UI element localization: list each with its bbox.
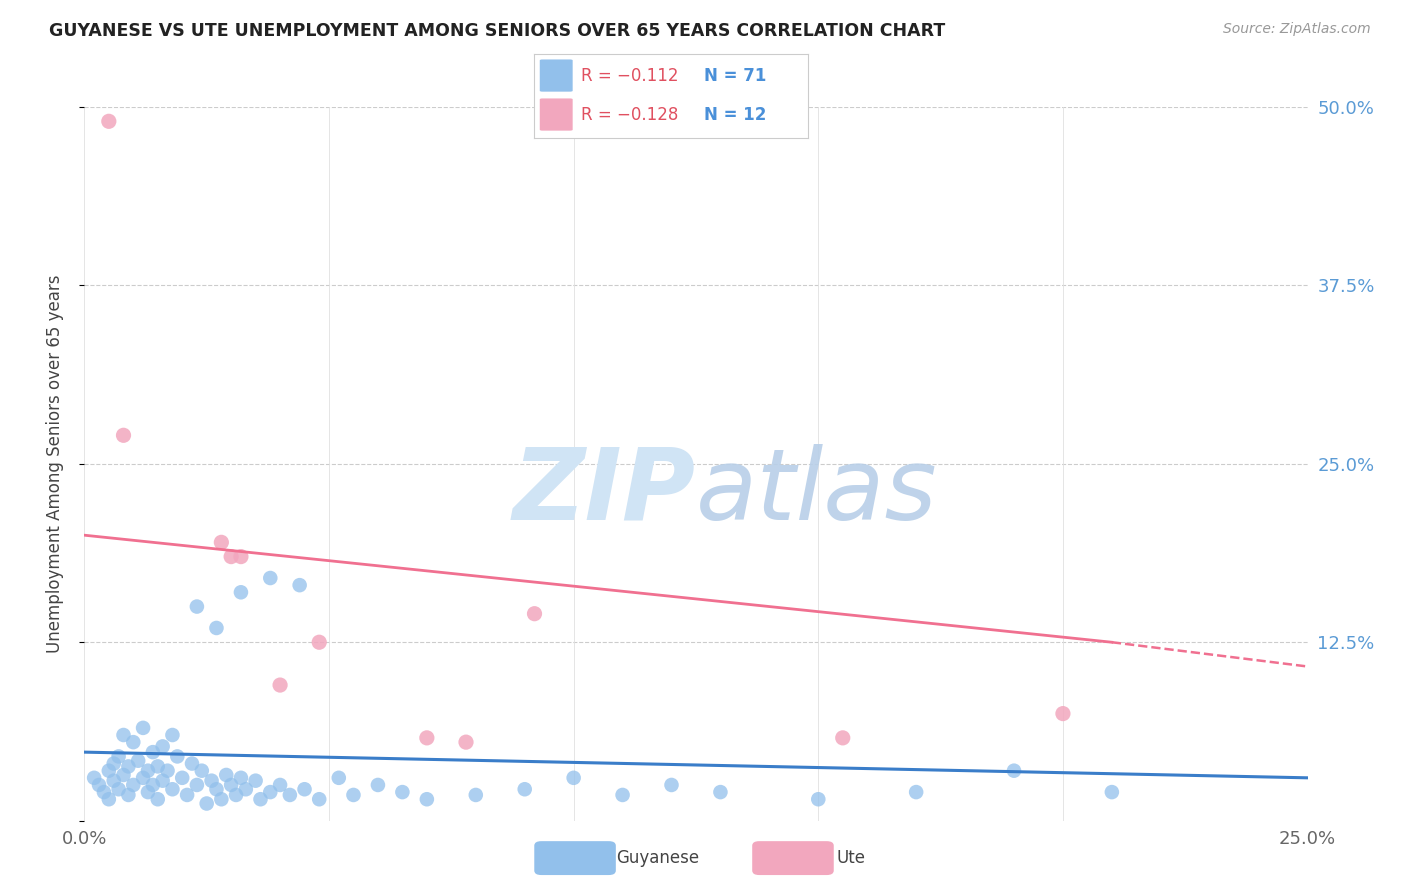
- FancyBboxPatch shape: [540, 98, 572, 130]
- Text: Ute: Ute: [837, 849, 866, 867]
- Point: [112, 768, 135, 782]
- Point: [219, 778, 242, 792]
- Point: [112, 728, 135, 742]
- Point: [229, 549, 252, 564]
- Point: [162, 782, 184, 797]
- Point: [269, 678, 291, 692]
- Point: [117, 788, 139, 802]
- Point: [152, 739, 174, 754]
- Point: [107, 782, 129, 797]
- Point: [709, 785, 731, 799]
- Point: [1101, 785, 1123, 799]
- Point: [612, 788, 634, 802]
- Point: [132, 771, 155, 785]
- Point: [103, 773, 125, 788]
- Point: [562, 771, 585, 785]
- Point: [200, 773, 222, 788]
- Point: [132, 721, 155, 735]
- Point: [259, 571, 281, 585]
- Point: [249, 792, 271, 806]
- Point: [87, 778, 110, 792]
- Point: [905, 785, 928, 799]
- Point: [181, 756, 204, 771]
- Point: [523, 607, 546, 621]
- Point: [308, 635, 330, 649]
- Point: [186, 599, 208, 614]
- Point: [225, 788, 247, 802]
- Point: [97, 114, 120, 128]
- Point: [146, 759, 169, 773]
- Point: [112, 428, 135, 442]
- Point: [308, 792, 330, 806]
- Point: [209, 535, 232, 549]
- Point: [245, 773, 267, 788]
- Point: [97, 764, 120, 778]
- Point: [195, 797, 218, 811]
- Point: [259, 785, 281, 799]
- Text: Source: ZipAtlas.com: Source: ZipAtlas.com: [1223, 22, 1371, 37]
- Text: N = 12: N = 12: [704, 105, 766, 123]
- Point: [288, 578, 311, 592]
- Point: [215, 768, 238, 782]
- Point: [328, 771, 350, 785]
- Point: [416, 792, 439, 806]
- Point: [172, 771, 194, 785]
- Point: [269, 778, 291, 792]
- Point: [97, 792, 120, 806]
- Point: [391, 785, 413, 799]
- Point: [186, 778, 208, 792]
- Point: [209, 792, 232, 806]
- Point: [136, 785, 159, 799]
- Point: [342, 788, 364, 802]
- Text: GUYANESE VS UTE UNEMPLOYMENT AMONG SENIORS OVER 65 YEARS CORRELATION CHART: GUYANESE VS UTE UNEMPLOYMENT AMONG SENIO…: [49, 22, 945, 40]
- Point: [107, 749, 129, 764]
- Text: R = −0.128: R = −0.128: [581, 105, 678, 123]
- Point: [122, 778, 145, 792]
- Point: [513, 782, 536, 797]
- FancyBboxPatch shape: [540, 60, 572, 92]
- Point: [176, 788, 198, 802]
- Point: [807, 792, 830, 806]
- Point: [205, 782, 228, 797]
- Point: [831, 731, 853, 745]
- Point: [278, 788, 301, 802]
- Text: atlas: atlas: [696, 444, 938, 541]
- Point: [1002, 764, 1025, 778]
- Point: [122, 735, 145, 749]
- Point: [166, 749, 188, 764]
- Point: [142, 745, 165, 759]
- Point: [127, 754, 149, 768]
- Point: [103, 756, 125, 771]
- Point: [117, 759, 139, 773]
- Point: [136, 764, 159, 778]
- Point: [367, 778, 389, 792]
- Point: [152, 773, 174, 788]
- Point: [294, 782, 316, 797]
- Point: [219, 549, 242, 564]
- Point: [229, 585, 252, 599]
- Text: N = 71: N = 71: [704, 67, 766, 85]
- Point: [235, 782, 257, 797]
- Point: [205, 621, 228, 635]
- Point: [661, 778, 683, 792]
- Point: [156, 764, 179, 778]
- Point: [142, 778, 165, 792]
- Point: [162, 728, 184, 742]
- Point: [191, 764, 214, 778]
- Y-axis label: Unemployment Among Seniors over 65 years: Unemployment Among Seniors over 65 years: [45, 275, 63, 653]
- Point: [416, 731, 439, 745]
- Point: [93, 785, 115, 799]
- Text: R = −0.112: R = −0.112: [581, 67, 678, 85]
- Point: [1052, 706, 1074, 721]
- Text: ZIP: ZIP: [513, 444, 696, 541]
- Point: [454, 735, 477, 749]
- Point: [464, 788, 486, 802]
- Point: [229, 771, 252, 785]
- Point: [83, 771, 105, 785]
- Text: Guyanese: Guyanese: [616, 849, 699, 867]
- Point: [146, 792, 169, 806]
